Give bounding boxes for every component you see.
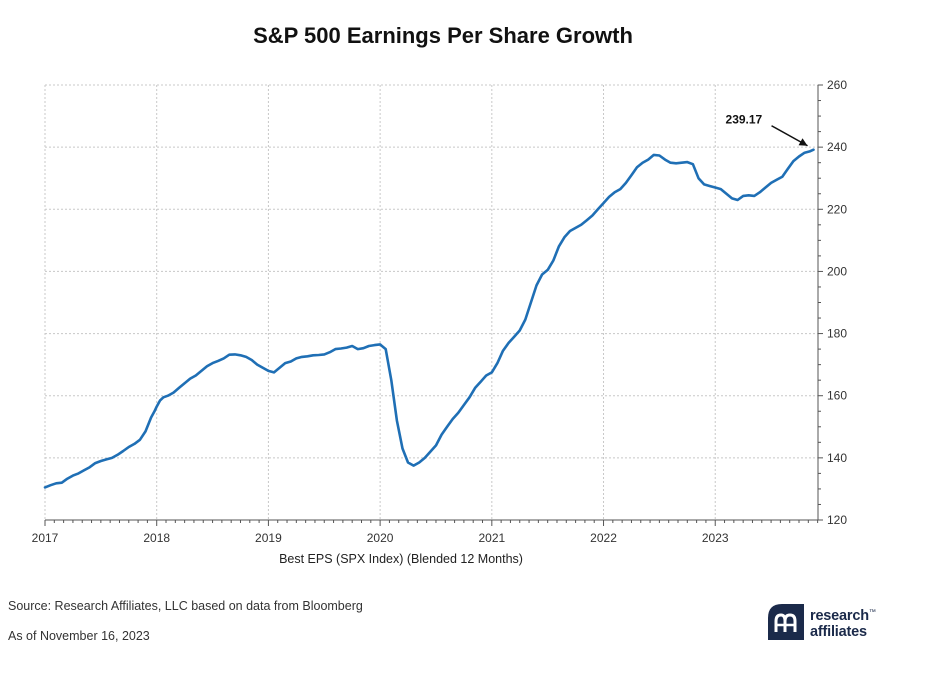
x-tick-label: 2019 [255, 531, 282, 545]
y-tick-label: 200 [827, 264, 847, 278]
y-tick-label: 180 [827, 327, 847, 341]
y-tick-label: 140 [827, 451, 847, 465]
x-tick-label: 2020 [367, 531, 394, 545]
research-affiliates-logo: research™ affiliates [768, 604, 918, 644]
x-axis-ticks: 2017 2018 2019 2020 2021 2022 2023 [32, 520, 819, 545]
gridlines [44, 84, 818, 520]
y-tick-label: 240 [827, 140, 847, 154]
x-tick-label: 2022 [590, 531, 617, 545]
x-tick-label: 2017 [32, 531, 59, 545]
y-tick-label: 120 [827, 513, 847, 527]
x-axis-label: Best EPS (SPX Index) (Blended 12 Months) [279, 552, 523, 566]
annotation-arrowhead [798, 138, 808, 146]
series-line-0 [43, 148, 815, 489]
axes [45, 85, 819, 521]
annotations: 239.17 [726, 113, 808, 147]
as-of-date: As of November 16, 2023 [8, 629, 150, 643]
y-tick-label: 220 [827, 202, 847, 216]
series [43, 148, 815, 489]
logo-wordmark: research™ affiliates [810, 607, 876, 640]
chart-title: S&P 500 Earnings Per Share Growth [253, 23, 633, 48]
annotation-label: 239.17 [726, 113, 763, 127]
y-axis-ticks: 120 140 160 180 200 220 240 260 [818, 78, 847, 527]
y-tick-label: 260 [827, 78, 847, 92]
source-note: Source: Research Affiliates, LLC based o… [8, 599, 363, 613]
y-tick-label: 160 [827, 389, 847, 403]
x-tick-label: 2023 [702, 531, 729, 545]
x-tick-label: 2021 [478, 531, 505, 545]
x-tick-label: 2018 [143, 531, 170, 545]
research-affiliates-logo-mark-icon [768, 604, 804, 640]
